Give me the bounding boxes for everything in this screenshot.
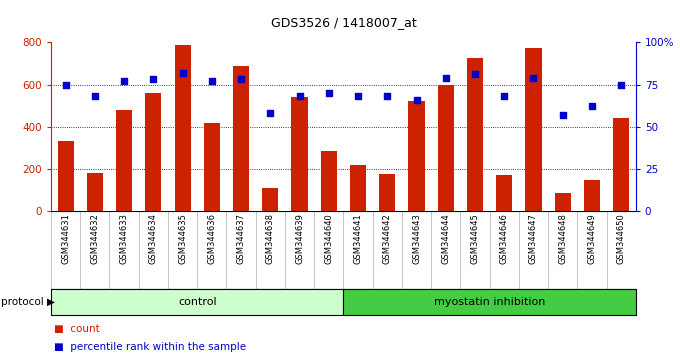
- Point: [441, 75, 452, 81]
- Text: GSM344637: GSM344637: [237, 213, 245, 264]
- Point: [207, 78, 218, 84]
- Text: myostatin inhibition: myostatin inhibition: [434, 297, 545, 307]
- Point: [294, 93, 305, 99]
- Text: ■  percentile rank within the sample: ■ percentile rank within the sample: [54, 342, 247, 352]
- Bar: [409, 101, 424, 211]
- Bar: [438, 85, 454, 211]
- Text: GDS3526 / 1418007_at: GDS3526 / 1418007_at: [271, 16, 416, 29]
- Point: [499, 93, 510, 99]
- Text: GSM344632: GSM344632: [90, 213, 99, 264]
- Bar: [379, 174, 395, 211]
- Bar: [87, 173, 103, 211]
- Text: GSM344643: GSM344643: [412, 213, 421, 264]
- Text: GSM344633: GSM344633: [120, 213, 129, 264]
- Point: [586, 103, 598, 109]
- Bar: [116, 110, 132, 211]
- Text: GSM344638: GSM344638: [266, 213, 275, 264]
- Bar: [526, 48, 541, 211]
- Text: GSM344644: GSM344644: [441, 213, 450, 264]
- Text: GSM344649: GSM344649: [588, 213, 596, 264]
- Text: GSM344648: GSM344648: [558, 213, 567, 264]
- Point: [470, 72, 481, 77]
- Point: [265, 110, 276, 116]
- Text: GSM344645: GSM344645: [471, 213, 479, 264]
- Point: [60, 82, 71, 87]
- Bar: [262, 188, 278, 211]
- Bar: [51, 289, 343, 315]
- Text: ■  count: ■ count: [54, 324, 100, 334]
- Bar: [58, 141, 73, 211]
- Text: GSM344635: GSM344635: [178, 213, 187, 264]
- Bar: [343, 289, 636, 315]
- Point: [119, 78, 130, 84]
- Point: [411, 97, 422, 103]
- Text: GSM344636: GSM344636: [207, 213, 216, 264]
- Point: [353, 93, 364, 99]
- Point: [177, 70, 188, 76]
- Text: GSM344646: GSM344646: [500, 213, 509, 264]
- Text: GSM344641: GSM344641: [354, 213, 362, 264]
- Point: [382, 93, 393, 99]
- Bar: [496, 175, 512, 211]
- Text: GSM344650: GSM344650: [617, 213, 626, 264]
- Bar: [321, 151, 337, 211]
- Bar: [146, 93, 161, 211]
- Point: [616, 82, 627, 87]
- Point: [148, 77, 159, 82]
- Text: protocol ▶: protocol ▶: [1, 297, 54, 307]
- Point: [528, 75, 539, 81]
- Bar: [350, 165, 366, 211]
- Text: GSM344647: GSM344647: [529, 213, 538, 264]
- Bar: [204, 124, 220, 211]
- Point: [324, 90, 335, 96]
- Bar: [555, 193, 571, 211]
- Bar: [613, 118, 629, 211]
- Bar: [292, 97, 307, 211]
- Text: GSM344642: GSM344642: [383, 213, 392, 264]
- Text: GSM344639: GSM344639: [295, 213, 304, 264]
- Text: GSM344640: GSM344640: [324, 213, 333, 264]
- Text: GSM344634: GSM344634: [149, 213, 158, 264]
- Bar: [175, 45, 190, 211]
- Bar: [584, 180, 600, 211]
- Point: [558, 112, 568, 118]
- Text: control: control: [178, 297, 216, 307]
- Bar: [467, 58, 483, 211]
- Bar: [233, 65, 249, 211]
- Point: [236, 77, 247, 82]
- Text: GSM344631: GSM344631: [61, 213, 70, 264]
- Point: [90, 93, 101, 99]
